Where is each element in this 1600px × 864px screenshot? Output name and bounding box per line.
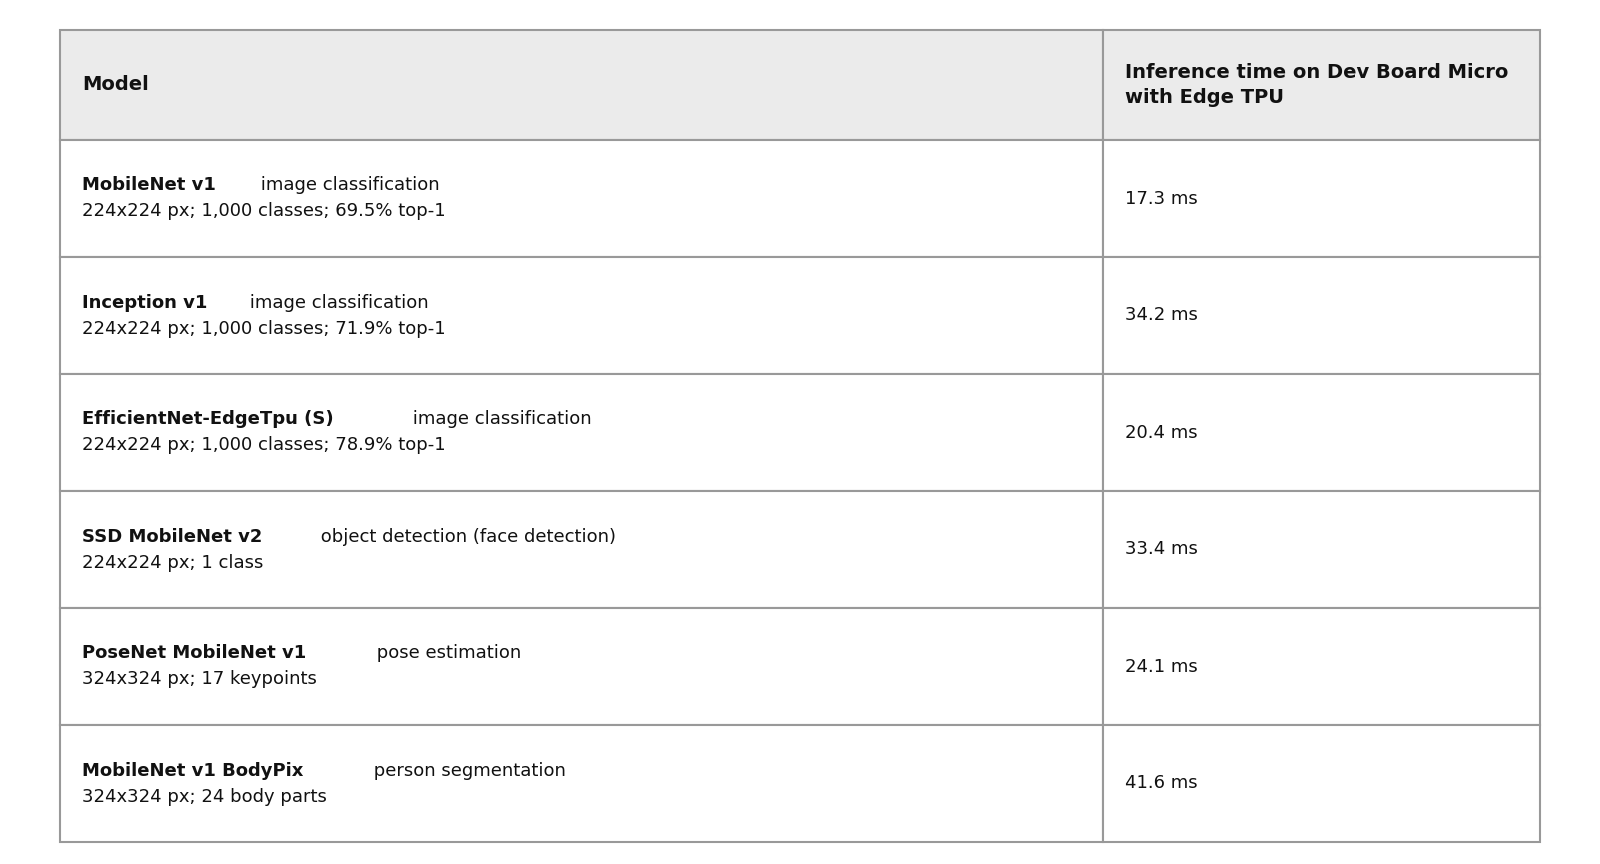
Bar: [61, 257, 1104, 374]
Text: EfficientNet-EdgeTpu (S): EfficientNet-EdgeTpu (S): [82, 410, 334, 429]
Text: PoseNet MobileNet v1: PoseNet MobileNet v1: [82, 645, 306, 663]
Text: Inference time on Dev Board Micro
with Edge TPU: Inference time on Dev Board Micro with E…: [1125, 63, 1509, 107]
Text: 324x324 px; 24 body parts: 324x324 px; 24 body parts: [82, 787, 326, 805]
Text: 17.3 ms: 17.3 ms: [1125, 189, 1198, 207]
Bar: [61, 140, 1104, 257]
Bar: [61, 608, 1104, 725]
Text: Inception v1: Inception v1: [82, 294, 208, 312]
Bar: [61, 374, 1104, 491]
Text: 224x224 px; 1,000 classes; 69.5% top-1: 224x224 px; 1,000 classes; 69.5% top-1: [82, 202, 446, 220]
Text: 324x324 px; 17 keypoints: 324x324 px; 17 keypoints: [82, 670, 317, 689]
Text: 224x224 px; 1,000 classes; 78.9% top-1: 224x224 px; 1,000 classes; 78.9% top-1: [82, 436, 446, 454]
Text: 33.4 ms: 33.4 ms: [1125, 541, 1198, 558]
Bar: [1104, 725, 1539, 842]
Text: object detection (face detection): object detection (face detection): [315, 528, 616, 545]
Text: Model: Model: [82, 75, 149, 94]
Text: 24.1 ms: 24.1 ms: [1125, 658, 1198, 676]
Text: 34.2 ms: 34.2 ms: [1125, 307, 1198, 325]
Bar: [1104, 140, 1539, 257]
Text: MobileNet v1 BodyPix: MobileNet v1 BodyPix: [82, 761, 304, 779]
Bar: [1104, 608, 1539, 725]
Text: SSD MobileNet v2: SSD MobileNet v2: [82, 528, 262, 545]
Text: 224x224 px; 1 class: 224x224 px; 1 class: [82, 554, 264, 571]
Bar: [1104, 30, 1539, 140]
Bar: [1104, 374, 1539, 491]
Text: 20.4 ms: 20.4 ms: [1125, 423, 1198, 442]
Text: image classification: image classification: [254, 176, 440, 194]
Text: 224x224 px; 1,000 classes; 71.9% top-1: 224x224 px; 1,000 classes; 71.9% top-1: [82, 320, 446, 338]
Bar: [1104, 257, 1539, 374]
Text: pose estimation: pose estimation: [371, 645, 522, 663]
Text: image classification: image classification: [406, 410, 592, 429]
Bar: [61, 725, 1104, 842]
Text: 41.6 ms: 41.6 ms: [1125, 774, 1198, 792]
Text: person segmentation: person segmentation: [368, 761, 565, 779]
Bar: [61, 30, 1104, 140]
Text: MobileNet v1: MobileNet v1: [82, 176, 216, 194]
Text: image classification: image classification: [243, 294, 429, 312]
Bar: [1104, 491, 1539, 608]
Bar: [61, 491, 1104, 608]
